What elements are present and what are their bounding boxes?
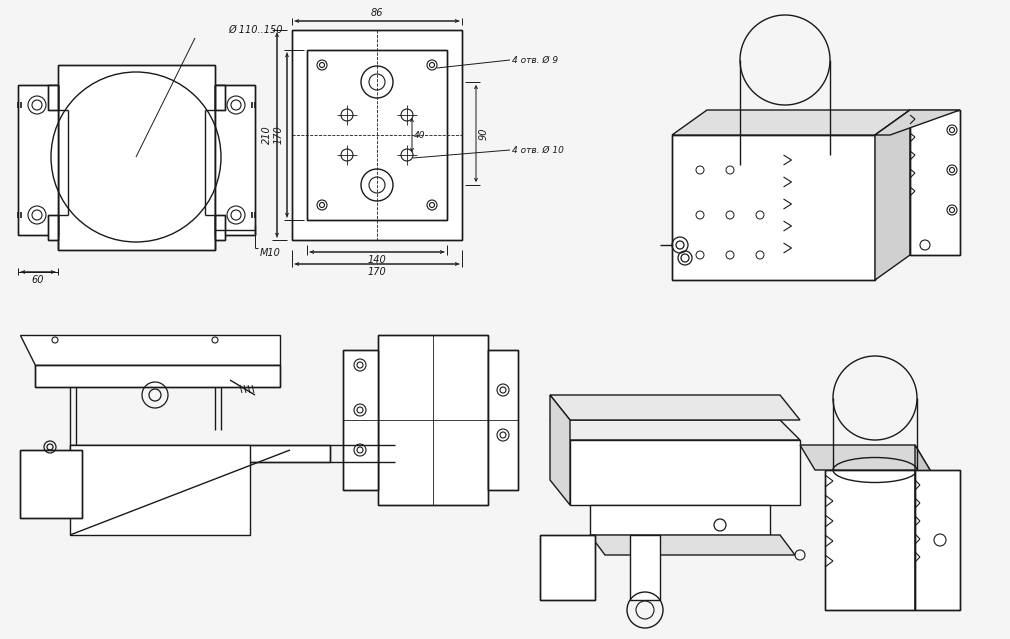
Polygon shape: [800, 445, 930, 470]
Polygon shape: [550, 395, 800, 420]
Text: Ø 110..150: Ø 110..150: [228, 25, 283, 35]
Bar: [58, 65, 215, 250]
Text: 210: 210: [262, 126, 272, 144]
Bar: [48, 215, 58, 240]
Text: 140: 140: [368, 255, 387, 265]
Bar: [58, 65, 215, 250]
Bar: [70, 445, 330, 462]
Polygon shape: [20, 335, 280, 365]
Bar: [910, 110, 959, 255]
Bar: [35, 365, 280, 387]
Polygon shape: [672, 110, 910, 135]
Bar: [910, 110, 959, 255]
Bar: [488, 350, 518, 490]
Polygon shape: [590, 505, 770, 535]
Text: 170: 170: [368, 267, 387, 277]
Polygon shape: [550, 420, 800, 440]
Polygon shape: [915, 445, 930, 610]
Bar: [378, 335, 488, 505]
Bar: [343, 350, 378, 490]
Bar: [70, 445, 330, 462]
Polygon shape: [570, 440, 800, 505]
Bar: [672, 135, 875, 280]
Bar: [825, 470, 915, 610]
Bar: [540, 535, 595, 600]
Bar: [18, 85, 58, 235]
Bar: [378, 335, 488, 505]
Polygon shape: [875, 110, 910, 280]
Text: 4 отв. Ø 10: 4 отв. Ø 10: [512, 146, 564, 155]
Bar: [292, 30, 462, 240]
Text: 86: 86: [371, 8, 383, 18]
Bar: [343, 350, 378, 490]
Bar: [307, 50, 447, 220]
Bar: [215, 85, 225, 110]
Polygon shape: [875, 110, 959, 135]
Bar: [672, 135, 875, 280]
Bar: [48, 85, 58, 110]
Polygon shape: [630, 535, 660, 600]
Polygon shape: [590, 535, 795, 555]
Bar: [215, 85, 255, 235]
Text: 4 отв. Ø 9: 4 отв. Ø 9: [512, 56, 559, 65]
Text: 90: 90: [479, 127, 489, 140]
Polygon shape: [70, 445, 250, 535]
Ellipse shape: [740, 156, 830, 184]
Bar: [215, 85, 225, 110]
Bar: [915, 470, 960, 610]
Bar: [215, 85, 255, 235]
Bar: [215, 215, 225, 240]
Text: 60: 60: [31, 275, 44, 285]
Text: 170: 170: [274, 126, 284, 144]
Bar: [540, 535, 595, 600]
Text: M10: M10: [260, 248, 281, 258]
Bar: [48, 85, 58, 110]
Bar: [488, 350, 518, 490]
Bar: [48, 215, 58, 240]
Bar: [20, 450, 82, 518]
Text: 40: 40: [414, 130, 426, 139]
Bar: [915, 470, 960, 610]
Bar: [307, 50, 447, 220]
Bar: [215, 215, 225, 240]
Bar: [292, 30, 462, 240]
Polygon shape: [550, 395, 570, 505]
Bar: [825, 470, 915, 610]
Bar: [18, 85, 58, 235]
Bar: [35, 365, 280, 387]
Bar: [20, 450, 82, 518]
